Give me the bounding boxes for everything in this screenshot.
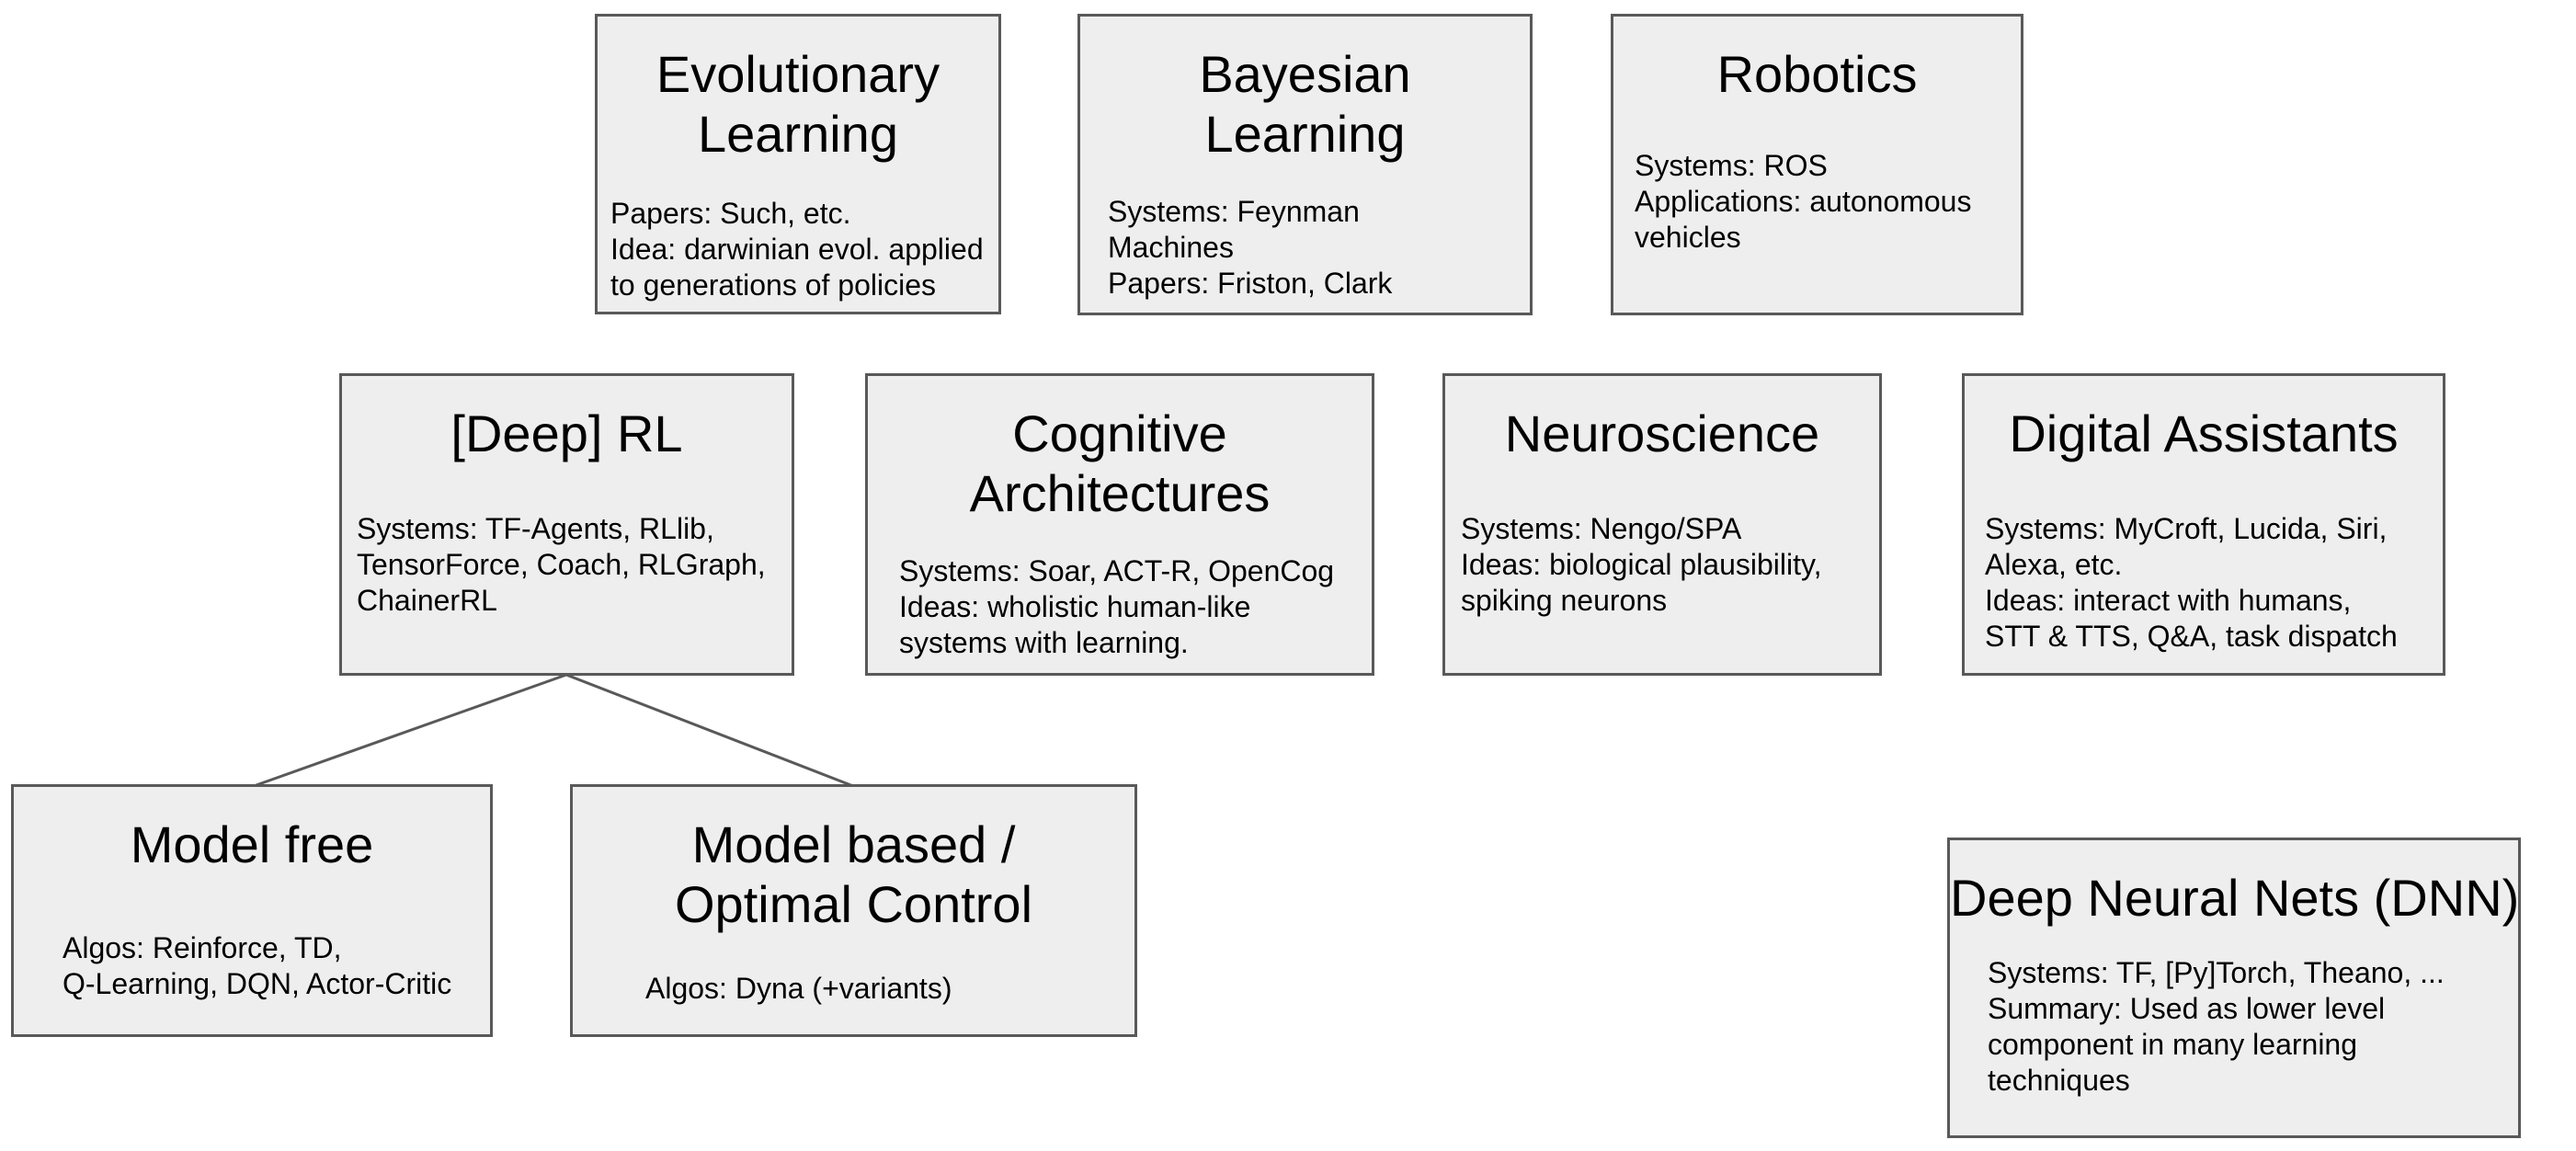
node-deep-rl: [Deep] RL Systems: TF-Agents, RLlib, Ten…: [339, 373, 794, 676]
node-description: Systems: Soar, ACT-R, OpenCog Ideas: who…: [899, 554, 1335, 659]
node-description: Systems: ROS Applications: autonomous ve…: [1635, 149, 1972, 254]
node-model-free: Model free Algos: Reinforce, TD, Q-Learn…: [11, 784, 493, 1037]
node-title: Evolutionary Learning: [655, 45, 940, 163]
node-title: Cognitive Architectures: [969, 405, 1271, 522]
node-title: Digital Assistants: [2009, 405, 2399, 462]
node-deep-neural-nets: Deep Neural Nets (DNN) Systems: TF, [Py]…: [1947, 838, 2521, 1138]
node-evolutionary-learning: Evolutionary Learning Papers: Such, etc.…: [595, 14, 1001, 314]
node-description: Papers: Such, etc. Idea: darwinian evol.…: [610, 197, 984, 302]
node-title: Deep Neural Nets (DNN): [1950, 869, 2520, 927]
node-description: Algos: Dyna (+variants): [645, 972, 952, 1005]
node-description: Systems: Nengo/SPA Ideas: biological pla…: [1461, 512, 1822, 617]
node-title: [Deep] RL: [450, 405, 683, 462]
node-title: Neuroscience: [1504, 405, 1820, 462]
node-bayesian-learning: Bayesian Learning Systems: Feynman Machi…: [1077, 14, 1533, 315]
node-description: Systems: TF, [Py]Torch, Theano, ... Summ…: [1988, 956, 2445, 1097]
node-description: Systems: Feynman Machines Papers: Fristo…: [1108, 195, 1393, 300]
node-digital-assistants: Digital Assistants Systems: MyCroft, Luc…: [1962, 373, 2445, 676]
node-robotics: Robotics Systems: ROS Applications: auto…: [1611, 14, 2023, 315]
node-description: Systems: MyCroft, Lucida, Siri, Alexa, e…: [1985, 512, 2398, 653]
node-title: Bayesian Learning: [1199, 45, 1411, 163]
node-model-based: Model based / Optimal Control Algos: Dyn…: [570, 784, 1137, 1037]
node-title: Model free: [130, 815, 374, 873]
node-description: Algos: Reinforce, TD, Q-Learning, DQN, A…: [63, 931, 452, 1000]
node-title: Robotics: [1716, 45, 1918, 103]
node-description: Systems: TF-Agents, RLlib, TensorForce, …: [357, 512, 766, 617]
edge-deep-rl-to-model-free: [253, 673, 567, 788]
edge-deep-rl-to-model-based: [565, 673, 854, 788]
node-neuroscience: Neuroscience Systems: Nengo/SPA Ideas: b…: [1442, 373, 1882, 676]
node-title: Model based / Optimal Control: [674, 815, 1033, 933]
node-cognitive-architectures: Cognitive Architectures Systems: Soar, A…: [865, 373, 1374, 676]
